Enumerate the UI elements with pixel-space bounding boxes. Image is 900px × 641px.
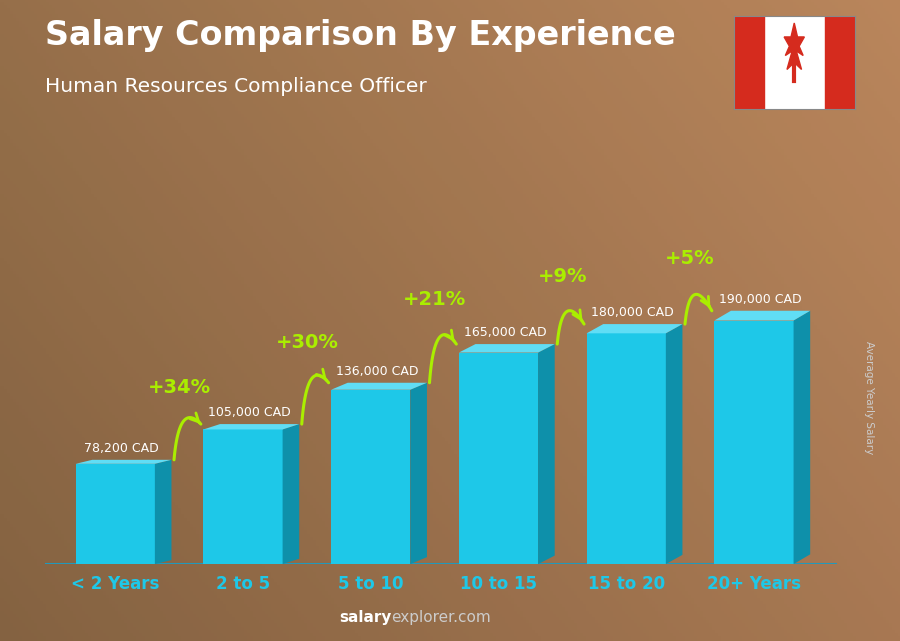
Text: 78,200 CAD: 78,200 CAD xyxy=(85,442,159,454)
Polygon shape xyxy=(538,344,554,564)
Text: Salary Comparison By Experience: Salary Comparison By Experience xyxy=(45,19,676,52)
Polygon shape xyxy=(410,383,427,564)
Text: explorer.com: explorer.com xyxy=(392,610,491,625)
Text: Average Yearly Salary: Average Yearly Salary xyxy=(863,341,874,454)
Text: +9%: +9% xyxy=(537,267,587,286)
Bar xyxy=(203,429,283,564)
Polygon shape xyxy=(331,383,427,390)
Polygon shape xyxy=(715,311,810,320)
Bar xyxy=(734,16,764,109)
Polygon shape xyxy=(666,324,682,564)
Bar xyxy=(715,320,794,564)
Text: 180,000 CAD: 180,000 CAD xyxy=(591,306,674,319)
Polygon shape xyxy=(283,424,299,564)
Text: 190,000 CAD: 190,000 CAD xyxy=(719,293,802,306)
Bar xyxy=(76,464,155,564)
Text: +5%: +5% xyxy=(665,249,715,269)
Polygon shape xyxy=(459,344,554,353)
Text: Human Resources Compliance Officer: Human Resources Compliance Officer xyxy=(45,77,427,96)
Text: 136,000 CAD: 136,000 CAD xyxy=(336,365,418,378)
Text: 165,000 CAD: 165,000 CAD xyxy=(464,326,546,339)
Polygon shape xyxy=(76,460,172,464)
Polygon shape xyxy=(155,460,172,564)
Text: +34%: +34% xyxy=(148,378,211,397)
Polygon shape xyxy=(794,311,810,564)
Polygon shape xyxy=(587,324,682,333)
Text: +21%: +21% xyxy=(403,290,466,310)
Polygon shape xyxy=(203,424,299,429)
Text: salary: salary xyxy=(339,610,392,625)
Text: 105,000 CAD: 105,000 CAD xyxy=(208,406,291,419)
Polygon shape xyxy=(784,23,805,69)
Text: +30%: +30% xyxy=(275,333,338,352)
Bar xyxy=(824,16,855,109)
Bar xyxy=(459,353,538,564)
Bar xyxy=(587,333,666,564)
Bar xyxy=(331,390,410,564)
